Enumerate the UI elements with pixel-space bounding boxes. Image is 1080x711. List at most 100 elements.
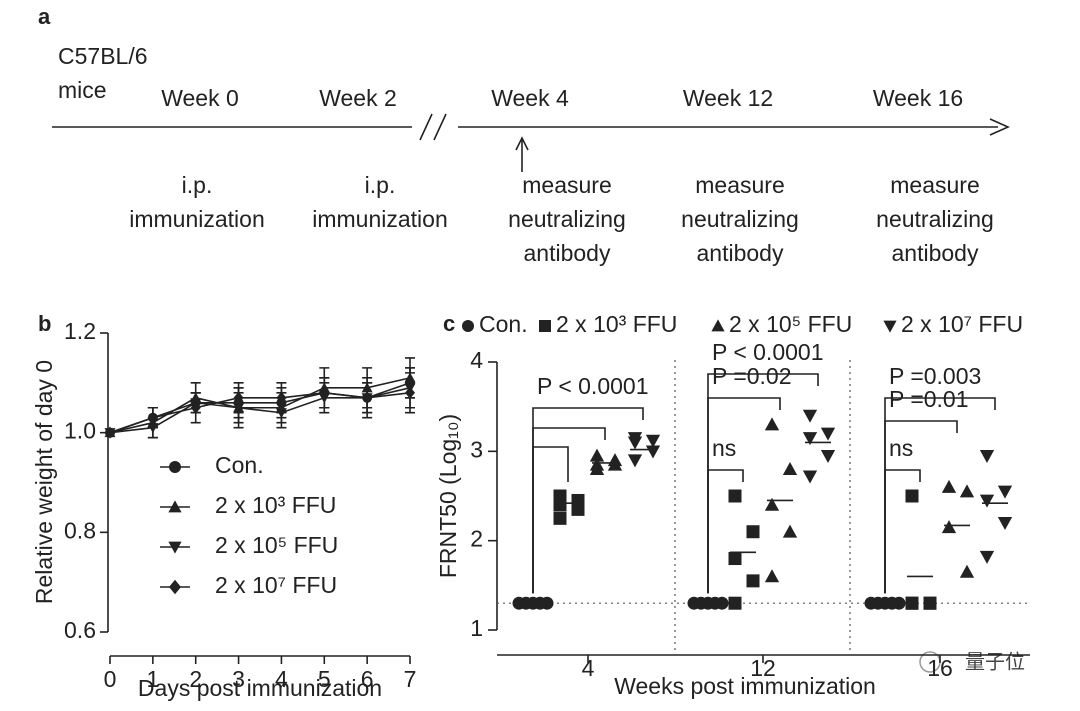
x-tick-label: 3 — [232, 666, 245, 692]
significance-bracket — [884, 469, 921, 594]
axis-break — [419, 113, 447, 141]
step-label: measure — [890, 172, 979, 198]
marker — [746, 525, 760, 539]
marker — [997, 485, 1013, 499]
legend-label: 2 x 10³ FFU — [215, 492, 336, 518]
marker — [764, 569, 780, 583]
legend-marker — [462, 320, 474, 332]
marker — [905, 489, 919, 503]
x-tick-label: 6 — [361, 666, 374, 692]
x-tick-label: 16 — [927, 655, 953, 681]
significance-bracket — [532, 407, 644, 594]
marker — [979, 449, 995, 463]
week-label: Week 12 — [683, 85, 773, 111]
significance-label: ns — [889, 435, 913, 461]
panel-label: a — [38, 4, 51, 29]
week-label: Week 2 — [319, 85, 397, 111]
legend-label: 2 x 10⁵ FFU — [729, 311, 852, 337]
marker — [607, 457, 623, 471]
line — [109, 387, 411, 434]
x-tick-label: 12 — [750, 655, 776, 681]
marker — [728, 596, 742, 610]
watermark: 量子位 — [965, 650, 1025, 673]
marker — [923, 596, 937, 610]
marker — [905, 596, 919, 610]
legend-label: 2 x 10³ FFU — [556, 311, 677, 337]
marker — [147, 411, 158, 424]
x-tick-label: 2 — [189, 666, 202, 692]
marker — [782, 524, 798, 538]
marker — [276, 391, 287, 404]
week-label: Week 16 — [873, 85, 963, 111]
y-tick-label: 1.2 — [64, 318, 96, 344]
marker — [941, 520, 957, 534]
marker — [627, 436, 643, 450]
marker — [405, 386, 415, 399]
significance-label: ns — [712, 435, 736, 461]
marker — [802, 470, 818, 484]
legend-marker — [168, 541, 182, 554]
legend-label: Con. — [479, 311, 528, 337]
marker — [728, 489, 742, 503]
legend-marker — [883, 320, 897, 333]
step-label: antibody — [892, 240, 979, 266]
step-label: immunization — [129, 206, 265, 232]
significance-bracket — [532, 446, 569, 594]
x-tick-label: 5 — [318, 666, 331, 692]
marker — [645, 434, 661, 448]
legend-marker — [169, 579, 181, 595]
significance-bracket — [707, 469, 744, 594]
legend-marker — [169, 461, 181, 473]
marker — [979, 550, 995, 564]
y-axis-label: FRNT50 (Log₁₀) — [435, 414, 461, 578]
marker — [589, 448, 605, 462]
marker — [715, 596, 729, 610]
panel-label: b — [38, 311, 51, 336]
step-label: i.p. — [182, 172, 213, 198]
marker — [553, 511, 567, 525]
y-axis-label: Relative weight of day 0 — [31, 360, 57, 604]
marker — [728, 552, 742, 566]
marker — [802, 409, 818, 423]
step-label: immunization — [312, 206, 448, 232]
step-label: neutralizing — [681, 206, 799, 232]
step-label: measure — [695, 172, 784, 198]
legend-marker — [711, 319, 725, 332]
marker — [553, 498, 567, 512]
step-label: i.p. — [365, 172, 396, 198]
marker — [941, 479, 957, 493]
x-tick-label: 0 — [104, 666, 117, 692]
marker — [959, 564, 975, 578]
legend-marker — [539, 320, 551, 332]
x-axis-label: Days post immunization — [138, 675, 382, 701]
week-label: Week 4 — [491, 85, 569, 111]
significance-label: P < 0.0001 — [537, 373, 649, 399]
legend-label: Con. — [215, 452, 264, 478]
marker — [627, 454, 643, 468]
pointer-arrow — [515, 136, 529, 172]
marker — [362, 391, 373, 404]
marker — [645, 445, 661, 459]
y-tick-label: 3 — [470, 436, 483, 462]
marker — [820, 449, 836, 463]
significance-label: P < 0.0001 — [712, 339, 824, 365]
legend-label: 2 x 10⁷ FFU — [901, 311, 1023, 337]
marker — [540, 596, 554, 610]
marker — [802, 432, 818, 446]
y-tick-label: 1.0 — [64, 418, 96, 444]
marker — [105, 426, 115, 439]
x-tick-label: 1 — [146, 666, 159, 692]
marker — [959, 484, 975, 498]
x-tick-label: 4 — [582, 655, 595, 681]
step-label: neutralizing — [508, 206, 626, 232]
marker — [764, 497, 780, 511]
significance-label: P =0.003 — [889, 363, 981, 389]
significance-label: P =0.02 — [712, 363, 792, 389]
week-label: Week 0 — [161, 85, 239, 111]
legend-label: 2 x 10⁵ FFU — [215, 532, 338, 558]
y-tick-label: 2 — [470, 526, 483, 552]
marker — [233, 391, 244, 404]
line — [109, 377, 411, 434]
marker — [997, 516, 1013, 530]
